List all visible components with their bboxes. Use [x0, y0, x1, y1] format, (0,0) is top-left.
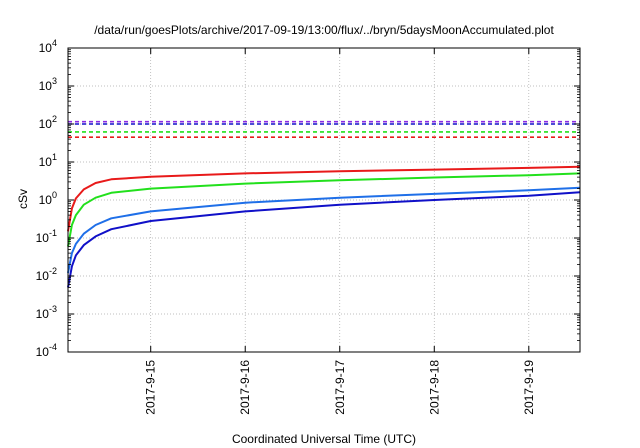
series-line — [67, 165, 581, 232]
x-axis-label: Coordinated Universal Time (UTC) — [232, 432, 416, 446]
x-axis-ticks: 2017-9-15 2017-9-16 2017-9-17 2017-9-18 2017… — [144, 48, 536, 415]
x-tick-label: 2017-9-15 — [144, 360, 158, 415]
y-tick-label: 102 — [39, 114, 57, 131]
y-tick-label: 104 — [39, 38, 57, 55]
y-tick-label: 10-4 — [36, 342, 57, 359]
series-layer — [67, 120, 581, 288]
y-tick-label: 10-1 — [36, 228, 57, 245]
x-tick-label: 2017-9-16 — [238, 360, 252, 415]
y-tick-label: 103 — [39, 76, 57, 93]
y-tick-label: 10-2 — [36, 266, 57, 283]
y-axis-ticks: 10-4 10-3 10-2 10-1 100 101 102 103 104 — [36, 38, 580, 359]
series-line — [67, 186, 581, 274]
series-line — [67, 191, 581, 288]
x-tick-label: 2017-9-17 — [333, 360, 347, 415]
y-tick-label: 101 — [39, 152, 57, 169]
x-tick-label: 2017-9-19 — [522, 360, 536, 415]
x-tick-label: 2017-9-18 — [427, 360, 441, 415]
series-line — [67, 172, 581, 247]
y-tick-label: 100 — [39, 190, 57, 207]
chart-title: /data/run/goesPlots/archive/2017-09-19/1… — [94, 23, 554, 37]
y-axis-label: cSv — [16, 189, 30, 209]
grid — [68, 47, 580, 353]
y-tick-label: 10-3 — [36, 304, 57, 321]
